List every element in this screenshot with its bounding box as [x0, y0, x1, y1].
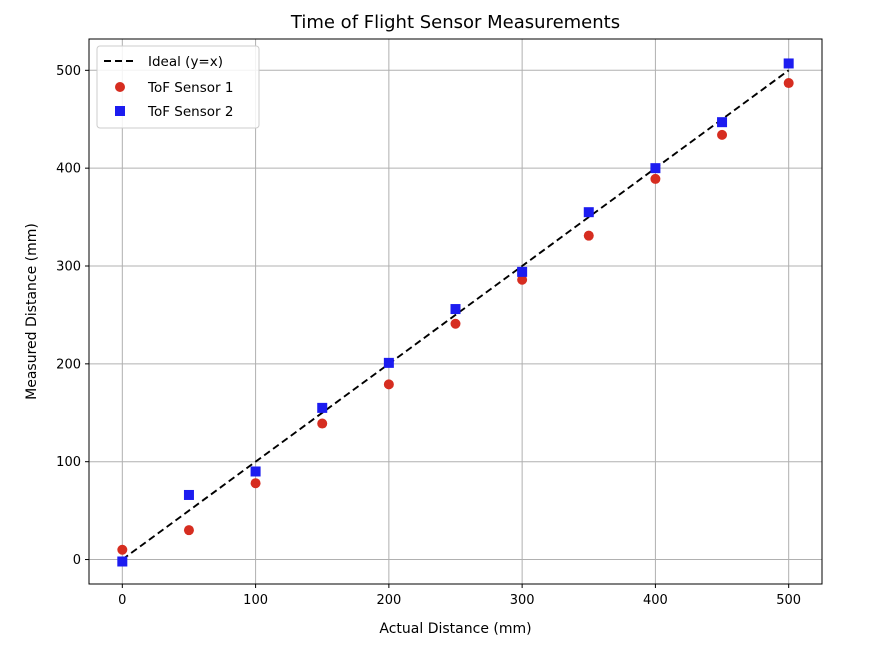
sensor-2-point	[317, 402, 328, 413]
legend-ideal-label: Ideal (y=x)	[148, 54, 223, 70]
legend-sensor-1-marker	[115, 82, 125, 92]
x-tick-label: 500	[776, 593, 801, 608]
sensor-2-point	[717, 117, 728, 128]
sensor-1-point	[250, 478, 261, 489]
legend-sensor-2-marker	[115, 106, 125, 116]
y-tick-label: 200	[56, 357, 81, 372]
legend-box	[96, 45, 260, 129]
sensor-1-point	[517, 274, 528, 285]
sensor-1-point	[383, 379, 394, 390]
sensor-1-point	[650, 173, 661, 184]
y-tick-label: 100	[56, 455, 81, 470]
sensor-2-point	[783, 58, 794, 69]
sensor-1-point	[717, 129, 728, 140]
sensor-1-point	[783, 78, 794, 89]
y-tick-label: 500	[56, 64, 81, 79]
x-tick-label: 0	[118, 593, 126, 608]
x-axis-title: Actual Distance (mm)	[379, 621, 531, 637]
sensor-2-point	[183, 489, 194, 500]
sensor-1-point	[317, 418, 328, 429]
y-axis-title: Measured Distance (mm)	[24, 223, 40, 400]
y-axis: 0 100 200 300 400 500	[56, 64, 89, 568]
ideal-line	[121, 69, 790, 561]
series-tof-sensor-1	[117, 78, 794, 555]
sensor-1-point	[183, 525, 194, 536]
legend-sensor-1-label: ToF Sensor 1	[147, 80, 233, 96]
sensor-2-point	[383, 357, 394, 368]
sensor-2-point	[450, 304, 461, 315]
chart-title: Time of Flight Sensor Measurements	[290, 12, 620, 33]
sensor-1-point	[117, 544, 128, 555]
x-tick-label: 200	[376, 593, 401, 608]
plot-frame	[88, 38, 823, 585]
sensor-2-point	[117, 556, 128, 567]
sensor-1-point	[450, 318, 461, 329]
legend: Ideal (y=x) ToF Sensor 1 ToF Sensor 2	[96, 45, 260, 129]
sensor-1-point	[583, 230, 594, 241]
legend-sensor-2-label: ToF Sensor 2	[147, 104, 233, 120]
sensor-2-point	[250, 466, 261, 477]
series-tof-sensor-2	[117, 58, 794, 567]
sensor-2-point	[517, 266, 528, 277]
x-tick-label: 400	[643, 593, 668, 608]
y-tick-label: 400	[56, 162, 81, 177]
sensor-2-point	[583, 207, 594, 218]
x-axis: 0 100 200 300 400 500	[118, 584, 801, 608]
x-tick-label: 100	[243, 593, 268, 608]
y-tick-label: 300	[56, 260, 81, 275]
sensor-2-point	[650, 163, 661, 174]
x-tick-label: 300	[510, 593, 535, 608]
y-tick-label: 0	[73, 553, 81, 568]
